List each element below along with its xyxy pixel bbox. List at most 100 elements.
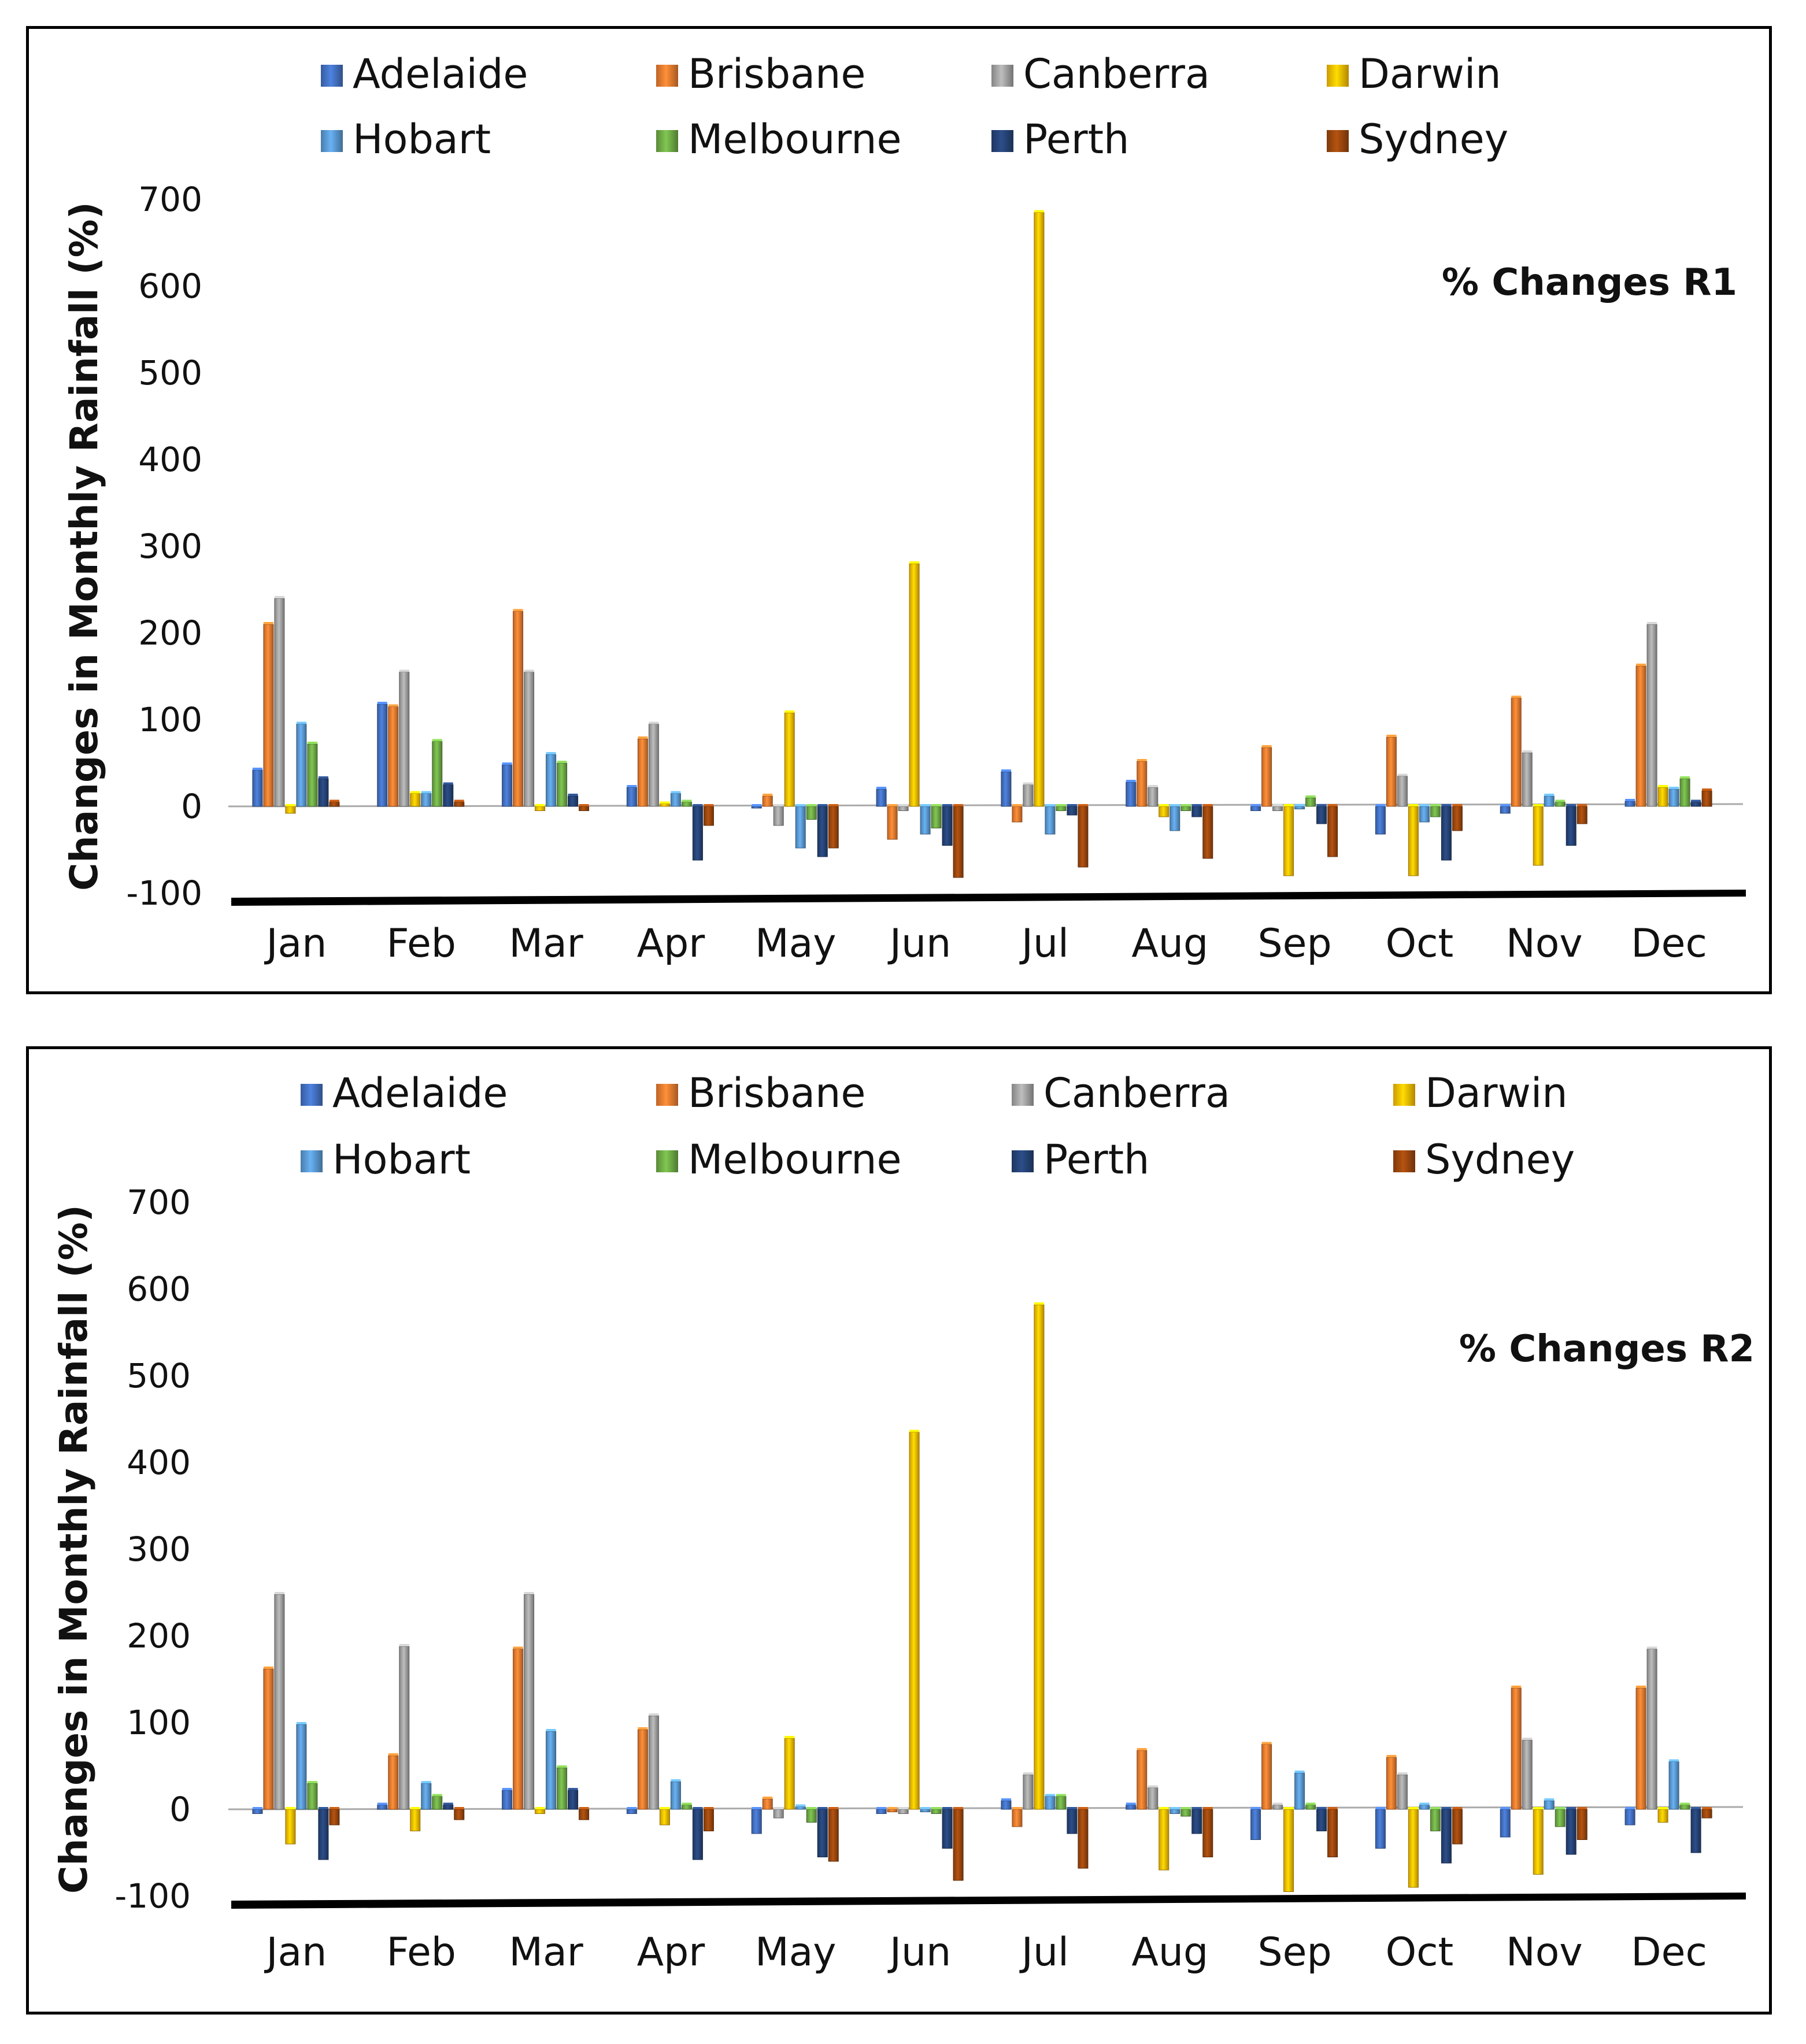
bar-cap <box>1669 1759 1679 1762</box>
bar-cap <box>546 752 556 754</box>
bar-cap <box>1386 1755 1397 1757</box>
legend-label-perth: Perth <box>1023 116 1129 163</box>
bar-cap <box>638 736 648 739</box>
bar-cap <box>1544 794 1555 796</box>
bar-cap <box>1691 799 1701 802</box>
chart-annotation: % Changes R2 <box>1459 1328 1755 1371</box>
bar-darwin-oct <box>1408 806 1419 876</box>
bar-canberra-dec <box>1646 624 1657 807</box>
bar-perth-jun <box>942 806 953 846</box>
bar-cap <box>454 1807 464 1809</box>
legend-swatch-perth <box>991 130 1013 152</box>
bar-cap <box>432 1794 442 1797</box>
bar-cap <box>887 1807 898 1809</box>
bar-cap <box>1202 1807 1213 1809</box>
bar-melbourne-aug <box>1180 806 1191 811</box>
bar-cap <box>524 1592 534 1594</box>
bar-cap <box>649 1713 659 1716</box>
bar-cap <box>660 801 670 804</box>
bar-hobart-jul <box>1045 1796 1056 1810</box>
bar-cap <box>1034 1302 1044 1305</box>
bar-cap <box>1625 799 1635 801</box>
bar-hobart-aug <box>1170 806 1180 831</box>
x-tick-label: Mar <box>509 921 583 967</box>
bar-cap <box>399 669 409 672</box>
bar-brisbane-jun <box>887 806 898 840</box>
bar-canberra-aug <box>1148 787 1159 807</box>
bar-cap <box>568 1788 578 1790</box>
bar-sydney-oct <box>1452 1809 1463 1845</box>
legend-label-brisbane: Brisbane <box>688 1069 865 1117</box>
x-axis-ticks: Jan Feb Mar Apr May Jun Jul Aug Sep Oct Nov Dec <box>264 921 1707 967</box>
bar-melbourne-mar <box>557 1767 568 1810</box>
legend-label-adelaide: Adelaide <box>332 1069 508 1117</box>
bar-brisbane-mar <box>513 611 524 807</box>
x-tick-label: May <box>755 1930 837 1975</box>
bar-cap <box>1012 1807 1022 1809</box>
bar-cap <box>660 1807 670 1809</box>
y-tick-label: 600 <box>127 1269 191 1309</box>
bar-cap <box>909 1430 920 1432</box>
bar-sydney-sep <box>1327 806 1338 857</box>
bar-cap <box>410 791 420 794</box>
legend-label-darwin: Darwin <box>1359 50 1501 98</box>
bar-perth-dec <box>1690 802 1701 807</box>
bar-melbourne-nov <box>1555 1809 1566 1827</box>
bar-cap <box>752 1807 762 1809</box>
bar-cap <box>1170 1807 1180 1809</box>
bar-cap <box>909 561 920 564</box>
bar-cap <box>1441 804 1452 806</box>
legend-label-hobart: Hobart <box>332 1136 471 1183</box>
bar-cap <box>1397 1772 1408 1775</box>
bar-cap <box>1680 1802 1690 1805</box>
bar-brisbane-aug <box>1137 1750 1148 1810</box>
bar-cap <box>1305 1802 1316 1805</box>
bar-canberra-nov <box>1522 752 1533 807</box>
legend-swatch-melbourne <box>656 130 678 152</box>
bar-melbourne-jun <box>931 806 942 828</box>
bar-darwin-sep <box>1283 806 1294 876</box>
bar-darwin-feb <box>410 1809 421 1831</box>
bar-adelaide-sep <box>1250 806 1261 811</box>
bar-cap <box>817 804 828 806</box>
bar-cap <box>274 596 284 598</box>
bar-cap <box>1566 1807 1576 1809</box>
legend-swatch-hobart <box>301 1150 323 1172</box>
bar-brisbane-jan <box>263 1668 274 1810</box>
bar-cap <box>898 804 909 806</box>
bar-hobart-sep <box>1294 1772 1305 1810</box>
bar-cap <box>1577 804 1587 806</box>
bar-darwin-jun <box>909 563 920 807</box>
bar-adelaide-may <box>751 806 762 809</box>
y-tick-label: 200 <box>127 1616 191 1656</box>
bar-brisbane-may <box>762 1798 773 1810</box>
bar-canberra-oct <box>1397 1774 1408 1810</box>
x-tick-label: Aug <box>1131 921 1208 967</box>
bar-cap <box>828 1807 839 1809</box>
bar-sydney-mar <box>579 1809 590 1820</box>
bar-perth-jul <box>1067 1809 1078 1834</box>
bar-cap <box>671 791 681 794</box>
bar-cap <box>1067 1807 1077 1809</box>
x-tick-label: Jan <box>264 921 327 967</box>
bar-darwin-apr <box>659 1809 670 1825</box>
bar-sydney-dec <box>1701 790 1712 807</box>
bar-brisbane-jul <box>1012 1809 1023 1827</box>
bar-canberra-sep <box>1272 806 1283 811</box>
bar-adelaide-oct <box>1375 1809 1386 1849</box>
bar-cap <box>274 1592 284 1594</box>
legend-label-canberra: Canberra <box>1023 50 1210 98</box>
bar-canberra-apr <box>648 1715 659 1810</box>
bar-cap <box>296 1722 306 1724</box>
bar-cap <box>763 794 773 796</box>
bar-cap <box>1430 804 1441 806</box>
bar-cap <box>1625 1807 1635 1809</box>
bar-darwin-aug <box>1159 806 1170 817</box>
bar-canberra-jan <box>274 1594 285 1810</box>
bar-brisbane-jan <box>263 624 274 807</box>
chart-annotation: % Changes R1 <box>1442 261 1737 304</box>
y-axis-ticks: -100 0 100 200 300 400 500 600 700 <box>126 180 202 913</box>
bar-sydney-dec <box>1701 1809 1712 1819</box>
bar-perth-apr <box>692 1809 703 1860</box>
bar-darwin-feb <box>410 793 421 807</box>
